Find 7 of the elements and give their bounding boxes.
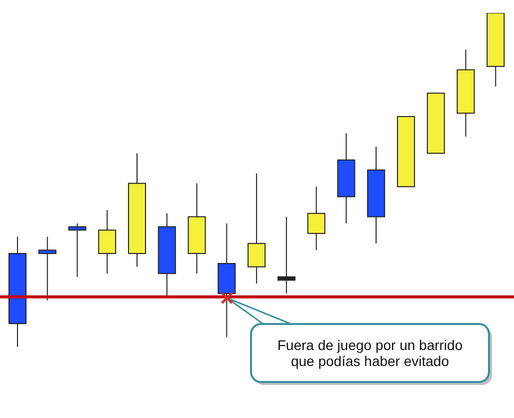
candlestick <box>98 210 116 274</box>
candlestick <box>307 186 326 251</box>
candlestick <box>68 222 86 278</box>
candlestick <box>248 172 266 284</box>
candlestick <box>38 236 56 301</box>
candlestick <box>277 216 296 294</box>
annotation: Fuera de juego por un barrido que podías haber evitado <box>251 324 489 382</box>
